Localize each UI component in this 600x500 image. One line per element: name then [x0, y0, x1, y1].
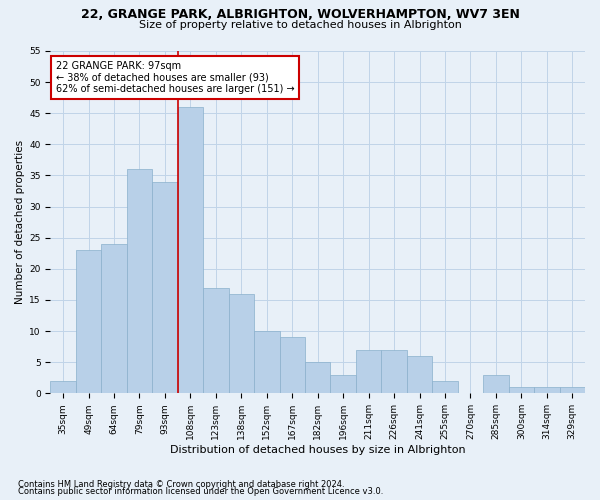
Bar: [305, 362, 331, 394]
Text: Contains HM Land Registry data © Crown copyright and database right 2024.: Contains HM Land Registry data © Crown c…: [18, 480, 344, 489]
Bar: [203, 288, 229, 394]
Bar: [229, 294, 254, 394]
Text: Size of property relative to detached houses in Albrighton: Size of property relative to detached ho…: [139, 20, 461, 30]
Text: 22 GRANGE PARK: 97sqm
← 38% of detached houses are smaller (93)
62% of semi-deta: 22 GRANGE PARK: 97sqm ← 38% of detached …: [56, 62, 295, 94]
Y-axis label: Number of detached properties: Number of detached properties: [15, 140, 25, 304]
Bar: [76, 250, 101, 394]
Bar: [560, 387, 585, 394]
Bar: [254, 331, 280, 394]
Bar: [50, 381, 76, 394]
Bar: [407, 356, 432, 394]
Bar: [432, 381, 458, 394]
Bar: [483, 374, 509, 394]
Bar: [509, 387, 534, 394]
Bar: [356, 350, 382, 394]
Text: Contains public sector information licensed under the Open Government Licence v3: Contains public sector information licen…: [18, 487, 383, 496]
Bar: [280, 338, 305, 394]
Bar: [331, 374, 356, 394]
Bar: [178, 107, 203, 394]
X-axis label: Distribution of detached houses by size in Albrighton: Distribution of detached houses by size …: [170, 445, 466, 455]
Bar: [382, 350, 407, 394]
Bar: [101, 244, 127, 394]
Bar: [127, 170, 152, 394]
Bar: [152, 182, 178, 394]
Bar: [534, 387, 560, 394]
Text: 22, GRANGE PARK, ALBRIGHTON, WOLVERHAMPTON, WV7 3EN: 22, GRANGE PARK, ALBRIGHTON, WOLVERHAMPT…: [80, 8, 520, 20]
